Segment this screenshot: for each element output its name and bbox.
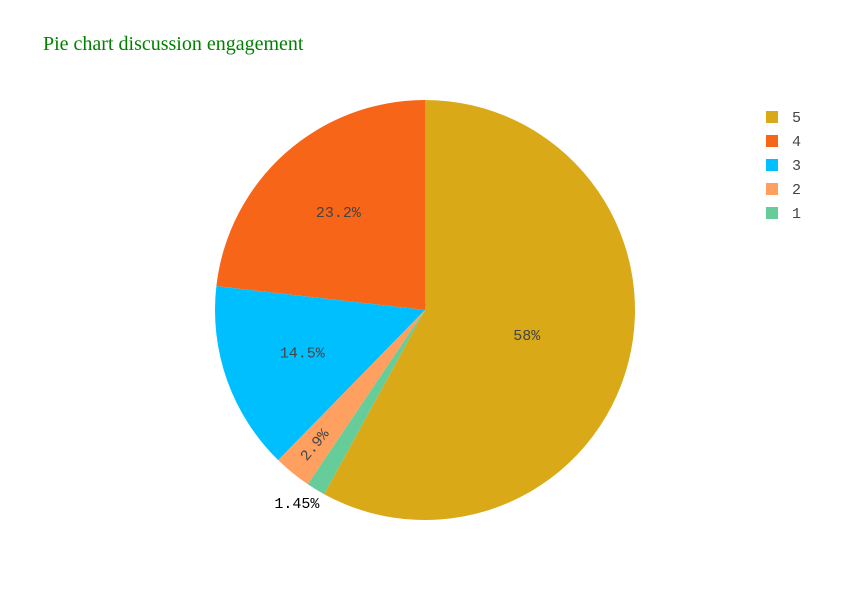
pie-slice: [324, 100, 636, 520]
legend-label: 4: [792, 134, 801, 151]
legend-swatch: [766, 135, 778, 147]
legend-swatch: [766, 183, 778, 195]
legend-label: 5: [792, 110, 801, 127]
slice-label: 1.45%: [274, 496, 320, 513]
pie-slice: [278, 310, 425, 485]
chart-title: Pie chart discussion engagement: [43, 33, 304, 55]
pie-slice: [307, 310, 425, 495]
legend-swatch: [766, 207, 778, 219]
legend-label: 1: [792, 206, 801, 223]
slice-label: 58%: [513, 328, 541, 345]
legend-label: 2: [792, 182, 801, 199]
slice-label: 14.5%: [280, 346, 326, 363]
pie-slice: [215, 286, 425, 461]
legend-swatch: [766, 111, 778, 123]
pie-slice: [216, 100, 425, 310]
slice-label: 23.2%: [316, 205, 362, 222]
legend-label: 3: [792, 158, 801, 175]
legend-swatch: [766, 159, 778, 171]
